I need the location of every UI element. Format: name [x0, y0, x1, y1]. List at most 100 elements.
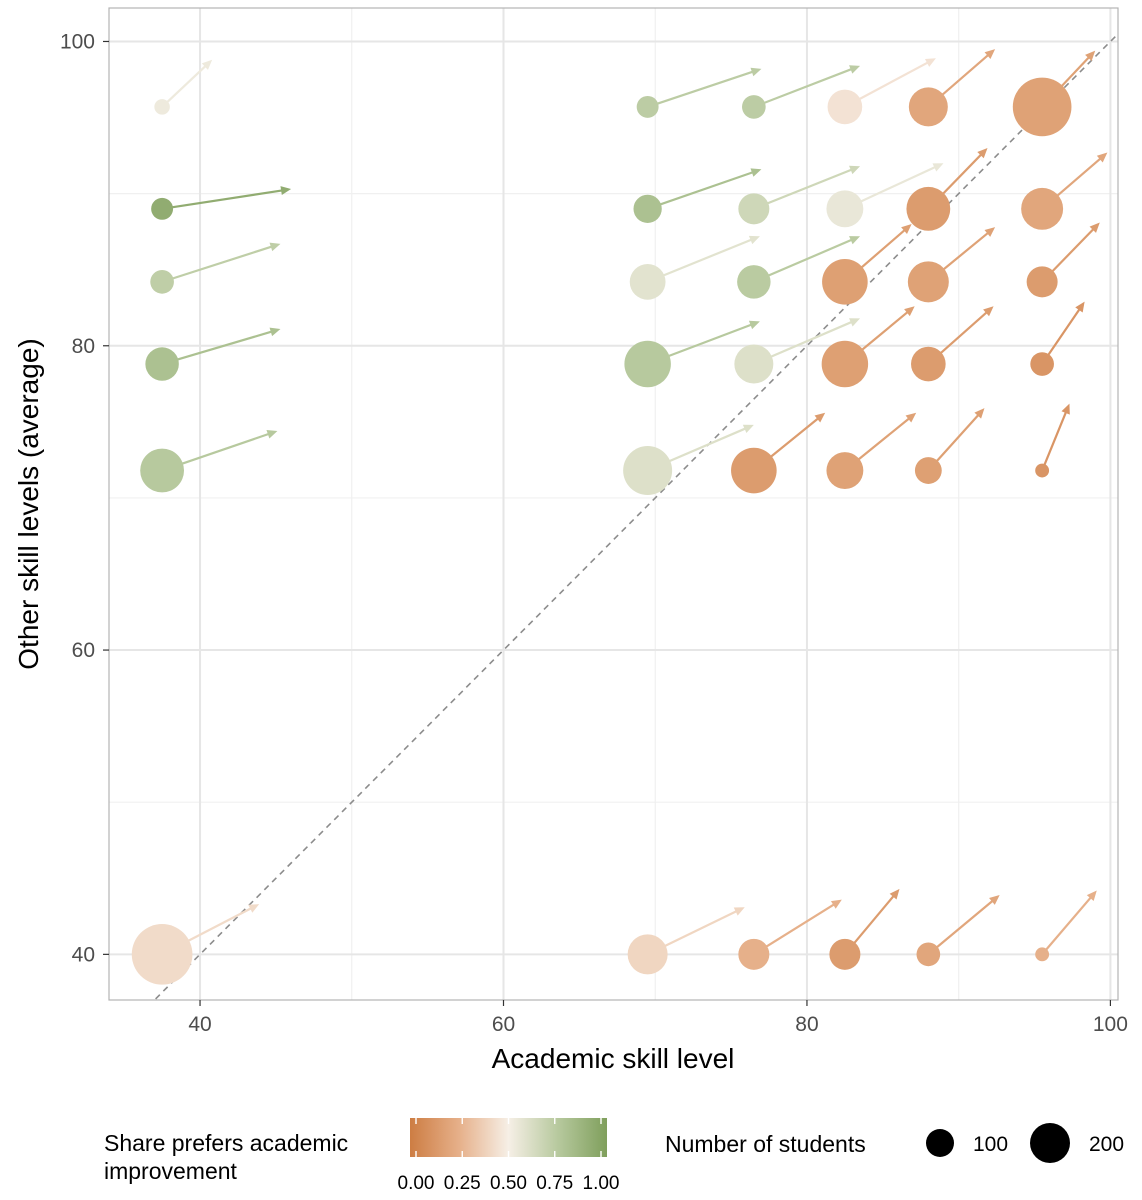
- arrow-head-20: [849, 318, 861, 327]
- color-legend-title-line-1: Share prefers academic: [104, 1130, 348, 1156]
- arrow-head-29: [1061, 403, 1070, 415]
- data-point-23: [1030, 352, 1054, 376]
- x-axis-label: Academic skill level: [492, 1043, 735, 1074]
- data-point-13: [629, 263, 666, 300]
- data-point-17: [1026, 266, 1058, 298]
- color-legend-tick-label-4: 1.00: [583, 1173, 620, 1194]
- arrow-head-26: [814, 412, 826, 423]
- size-legend-label-200: 200: [1089, 1133, 1124, 1156]
- data-point-31: [627, 934, 668, 975]
- arrow-shaft-29: [1041, 411, 1068, 471]
- data-point-14: [737, 265, 771, 299]
- data-point-12: [150, 270, 174, 294]
- data-point-15: [822, 259, 868, 305]
- data-point-25: [623, 446, 673, 496]
- y-tick-label-2: 80: [72, 335, 95, 358]
- data-point-29: [1035, 463, 1050, 478]
- data-point-18: [145, 347, 179, 381]
- x-tick-label-2: 80: [795, 1013, 818, 1036]
- arrow-head-13: [748, 235, 760, 245]
- data-point-30: [131, 924, 193, 985]
- data-point-35: [1035, 947, 1050, 962]
- data-point-7: [633, 194, 662, 223]
- color-legend: Share prefers academic improvement 0.00 0…: [104, 1118, 619, 1194]
- arrow-shaft-14: [753, 238, 853, 283]
- arrow-head-16: [984, 227, 996, 237]
- arrow-head-3: [924, 58, 936, 67]
- arrow-head-28: [974, 408, 985, 419]
- y-tick-label-0: 40: [72, 943, 95, 966]
- arrow-head-21: [904, 306, 915, 317]
- data-point-28: [914, 457, 942, 484]
- arrow-head-18: [269, 327, 281, 337]
- arrow-head-8: [849, 165, 861, 175]
- arrow-head-7: [750, 168, 762, 177]
- data-point-24: [140, 448, 185, 493]
- data-point-2: [742, 95, 766, 119]
- arrow-head-0: [201, 59, 213, 70]
- data-point-19: [624, 340, 671, 388]
- size-legend-key-100: [926, 1129, 954, 1157]
- arrow-head-11: [1096, 152, 1108, 163]
- arrow-head-1: [750, 67, 762, 77]
- data-point-22: [911, 346, 946, 382]
- arrow-shaft-32: [753, 903, 835, 956]
- data-point-3: [827, 89, 863, 125]
- data-point-33: [829, 938, 861, 970]
- arrow-shaft-6: [161, 189, 283, 210]
- arrow-shaft-0: [161, 65, 207, 108]
- data-point-21: [821, 340, 869, 388]
- arrow-head-30: [248, 904, 260, 913]
- arrow-head-9: [932, 163, 944, 172]
- arrow-shaft-18: [161, 330, 273, 366]
- arrow-shaft-34: [927, 899, 994, 956]
- y-tick-label-3: 100: [60, 30, 95, 53]
- color-legend-title-line-2: improvement: [104, 1158, 238, 1184]
- data-point-16: [907, 261, 949, 303]
- arrow-shaft-8: [753, 168, 853, 210]
- data-point-11: [1021, 187, 1064, 230]
- data-point-0: [154, 99, 170, 115]
- data-point-10: [906, 186, 951, 231]
- y-tick-label-1: 60: [72, 639, 95, 662]
- data-point-1: [636, 95, 659, 118]
- color-legend-tick-label-3: 0.75: [536, 1173, 573, 1194]
- color-legend-bar: [410, 1118, 607, 1157]
- panel-background: [109, 8, 1118, 1000]
- arrow-head-5: [1085, 50, 1096, 61]
- y-axis: 40 60 80 100: [60, 30, 109, 966]
- arrow-head-34: [989, 895, 1000, 905]
- arrow-shaft-13: [647, 238, 752, 283]
- arrow-head-24: [266, 429, 278, 439]
- y-axis-label: Other skill levels (average): [13, 338, 44, 669]
- data-point-6: [151, 197, 174, 220]
- x-tick-label-3: 100: [1093, 1013, 1128, 1036]
- color-legend-tick-label-0: 0.00: [398, 1173, 435, 1194]
- size-legend-title: Number of students: [665, 1131, 866, 1157]
- x-tick-label-1: 60: [492, 1013, 515, 1036]
- arrow-shaft-7: [647, 171, 754, 210]
- arrow-head-6: [280, 186, 292, 196]
- arrow-head-22: [983, 306, 994, 317]
- arrow-head-15: [901, 224, 912, 235]
- size-legend-key-200: [1030, 1123, 1070, 1163]
- color-legend-tick-label-2: 0.50: [490, 1173, 527, 1194]
- arrow-head-33: [889, 888, 900, 900]
- minor-gridlines: [109, 8, 1118, 1000]
- arrow-head-19: [748, 320, 760, 330]
- size-legend: Number of students 100 200: [665, 1123, 1124, 1163]
- arrow-head-31: [733, 907, 745, 916]
- data-point-20: [734, 344, 774, 384]
- plot-panel: [108, 7, 1119, 1001]
- panel-border: [108, 7, 1119, 1001]
- arrow-head-35: [1086, 890, 1097, 902]
- arrow-shaft-2: [753, 68, 853, 108]
- arrow-head-32: [830, 899, 842, 909]
- arrow-shaft-12: [161, 245, 273, 283]
- arrow-head-12: [269, 242, 281, 252]
- arrow-shaft-35: [1041, 896, 1092, 956]
- data-point-34: [916, 942, 941, 967]
- arrow-head-10: [977, 147, 988, 159]
- arrow-head-25: [742, 424, 754, 433]
